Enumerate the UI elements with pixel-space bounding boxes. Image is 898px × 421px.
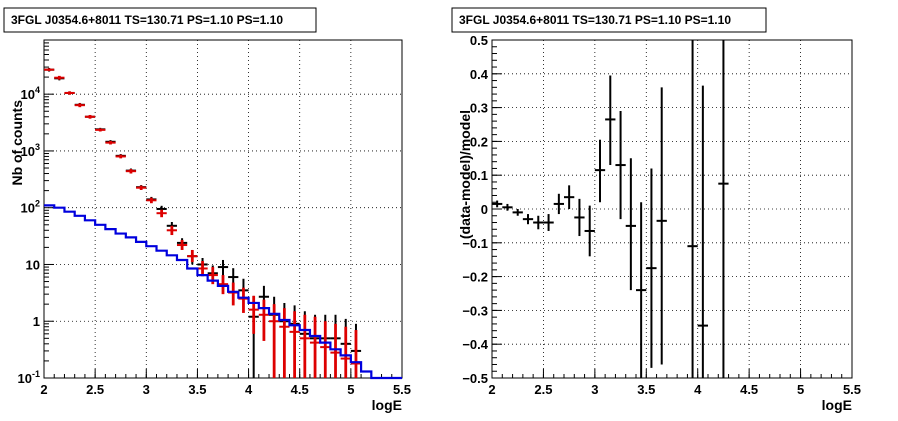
y-tick-label: 0.5 (470, 33, 488, 48)
y-tick-label: 0.1 (470, 168, 488, 183)
x-tick-label: 2 (488, 382, 495, 397)
x-tick-label: 3.5 (188, 382, 206, 397)
y-tick-label: −0.2 (462, 270, 488, 285)
chart-title: 3FGL J0354.6+8011 TS=130.71 PS=1.10 PS=1… (11, 13, 283, 27)
x-tick-label: 5 (797, 382, 804, 397)
x-tick-label: 4 (694, 382, 702, 397)
y-tick-label: −0.4 (462, 337, 488, 352)
x-tick-label: 5.5 (843, 382, 861, 397)
x-tick-label: 4.5 (291, 382, 309, 397)
y-tick-label: 0.4 (470, 67, 489, 82)
y-tick-label: 0.2 (470, 134, 488, 149)
y-tick-label: −0.3 (462, 303, 488, 318)
y-tick-label: 0.3 (470, 101, 488, 116)
x-tick-label: 3.5 (637, 382, 655, 397)
y-axis-title: (data-model)/model (457, 110, 473, 239)
x-tick-label: 4 (245, 382, 253, 397)
y-tick-label: 0 (481, 202, 488, 217)
y-tick-label: 102 (21, 199, 40, 216)
y-axis-title: Nb of counts (9, 100, 25, 186)
x-tick-label: 5.5 (393, 382, 411, 397)
x-tick-label: 2 (40, 382, 47, 397)
chart-title: 3FGL J0354.6+8011 TS=130.71 PS=1.10 PS=1… (459, 13, 731, 27)
title-box (451, 7, 767, 33)
y-tick-label: 10 (26, 257, 40, 272)
plot-frame (43, 39, 403, 379)
x-axis-title: logE (822, 397, 852, 413)
x-axis-title: logE (372, 397, 402, 413)
x-tick-label: 3 (591, 382, 598, 397)
x-tick-label: 2.5 (86, 382, 104, 397)
title-box (3, 7, 317, 33)
y-tick-label: 10-1 (18, 369, 40, 386)
y-tick-label: 1 (33, 314, 40, 329)
x-tick-label: 2.5 (534, 382, 552, 397)
residuals-panel: 2 2.5 3 3.5 4 4.5 5 5.5 −0.5 −0.4 −0.3 −0.2 −0.1 0 0.1… (451, 7, 861, 413)
x-tick-label: 3 (143, 382, 150, 397)
y-tick-label: −0.5 (462, 371, 488, 386)
x-tick-label: 5 (347, 382, 354, 397)
model-step-line (44, 204, 402, 380)
y-tick-label: 104 (21, 85, 40, 102)
x-tick-label: 4.5 (740, 382, 758, 397)
y-tick-label: −0.1 (462, 236, 488, 251)
